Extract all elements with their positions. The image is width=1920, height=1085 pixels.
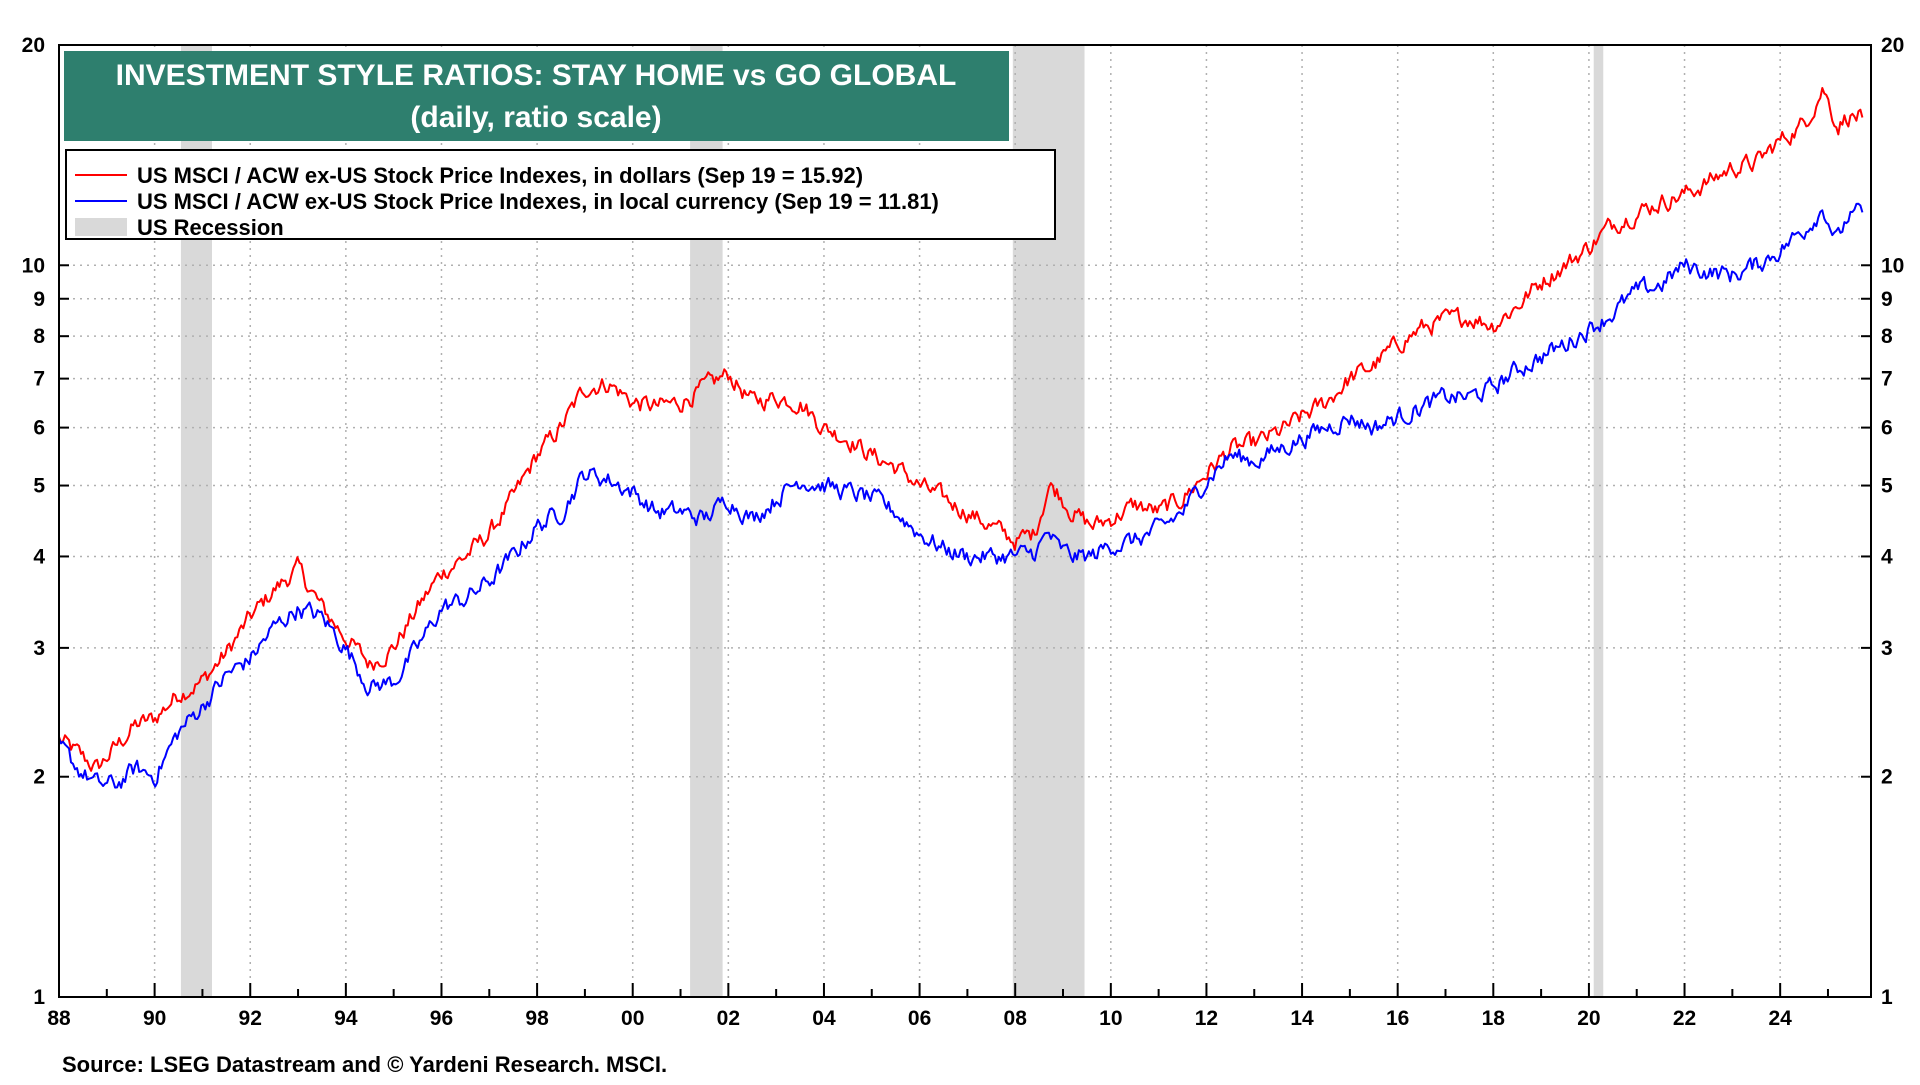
- x-tick-label: 16: [1386, 1007, 1409, 1030]
- legend-label-recession: US Recession: [137, 215, 284, 240]
- title-background: [64, 51, 1009, 141]
- source-note: Source: LSEG Datastream and © Yardeni Re…: [62, 1052, 667, 1077]
- x-tick-label: 10: [1099, 1007, 1122, 1030]
- chart-subtitle: (daily, ratio scale): [410, 101, 661, 134]
- y-tick-label-left: 9: [33, 288, 45, 311]
- x-tick-label: 88: [47, 1007, 71, 1030]
- x-tick-label: 04: [812, 1007, 836, 1030]
- y-tick-label-left: 20: [22, 34, 45, 57]
- y-tick-label-left: 1: [33, 986, 45, 1009]
- y-tick-label-left: 5: [33, 475, 45, 498]
- recession-band-3: [1593, 45, 1604, 997]
- y-tick-label-right: 9: [1881, 288, 1893, 311]
- y-tick-label-left: 10: [22, 254, 45, 277]
- y-tick-label-left: 2: [33, 766, 45, 789]
- y-tick-label-right: 8: [1881, 325, 1893, 348]
- x-tick-label: 18: [1482, 1007, 1506, 1030]
- x-tick-label: 12: [1195, 1007, 1218, 1030]
- x-tick-label: 02: [717, 1007, 740, 1030]
- y-tick-label-right: 1: [1881, 986, 1893, 1009]
- series-line-1: [58, 202, 1864, 789]
- x-tick-label: 22: [1673, 1007, 1696, 1030]
- y-tick-label-left: 8: [33, 325, 45, 348]
- y-tick-label-left: 3: [33, 637, 45, 660]
- x-tick-label: 92: [239, 1007, 262, 1030]
- x-tick-label: 00: [621, 1007, 644, 1030]
- x-tick-label: 98: [525, 1007, 549, 1030]
- y-tick-label-left: 7: [33, 368, 45, 391]
- y-tick-label-left: 6: [33, 417, 45, 440]
- y-tick-label-right: 3: [1881, 637, 1893, 660]
- legend-frame: [65, 149, 1056, 240]
- series-line-0: [58, 87, 1864, 772]
- legend-swatch-recession: [75, 218, 127, 236]
- x-tick-label: 24: [1768, 1007, 1792, 1030]
- x-tick-label: 94: [334, 1007, 358, 1030]
- x-tick-label: 14: [1290, 1007, 1314, 1030]
- y-tick-label-right: 10: [1881, 254, 1904, 277]
- legend-label-dollars: US MSCI / ACW ex-US Stock Price Indexes,…: [137, 163, 863, 188]
- x-tick-label: 06: [908, 1007, 931, 1030]
- legend: US MSCI / ACW ex-US Stock Price Indexes,…: [65, 149, 1056, 240]
- y-tick-label-right: 4: [1881, 545, 1893, 568]
- y-tick-label-right: 20: [1881, 34, 1904, 57]
- legend-label-local-currency: US MSCI / ACW ex-US Stock Price Indexes,…: [137, 189, 939, 214]
- x-tick-label: 08: [1004, 1007, 1028, 1030]
- y-tick-label-right: 6: [1881, 417, 1893, 440]
- x-tick-label: 96: [430, 1007, 453, 1030]
- x-tick-label: 20: [1577, 1007, 1600, 1030]
- x-tick-label: 90: [143, 1007, 166, 1030]
- plot-frame: [58, 44, 1872, 998]
- title-box: INVESTMENT STYLE RATIOS: STAY HOME vs GO…: [64, 51, 1009, 141]
- y-tick-label-left: 4: [33, 545, 45, 568]
- y-tick-label-right: 7: [1881, 368, 1893, 391]
- series-lines: [58, 87, 1864, 789]
- y-tick-label-right: 2: [1881, 766, 1893, 789]
- y-tick-label-right: 5: [1881, 475, 1893, 498]
- chart-title: INVESTMENT STYLE RATIOS: STAY HOME vs GO…: [116, 59, 957, 92]
